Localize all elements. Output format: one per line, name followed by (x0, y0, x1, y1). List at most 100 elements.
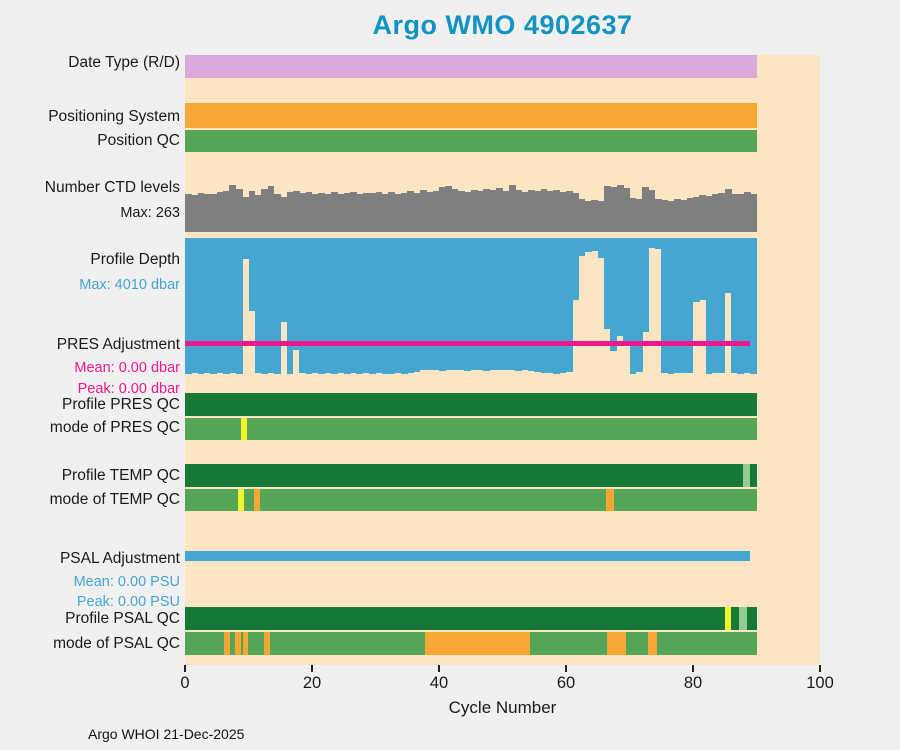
bar-profile_depth (458, 238, 465, 371)
bar-ctd_levels (350, 191, 357, 232)
bar-profile_depth (654, 238, 662, 250)
bar-profile_depth (597, 238, 605, 259)
bar-position_qc (185, 130, 757, 152)
bar-ctd_levels (299, 193, 307, 232)
bar-profile_depth (312, 238, 319, 374)
bar-ctd_levels (515, 189, 522, 232)
bar-ctd_levels (318, 192, 326, 232)
row-label-ctd_levels: Number CTD levels (44, 179, 180, 196)
bar-profile_temp_qc (185, 464, 757, 487)
bar-profile_depth (731, 238, 738, 374)
x-tick-label: 40 (429, 674, 449, 692)
bar-profile_depth (642, 238, 649, 333)
bar-profile_depth (185, 238, 192, 374)
bar-profile_depth (267, 238, 275, 374)
bar-ctd_levels (464, 191, 472, 232)
bar-profile_depth (750, 238, 757, 374)
bar-profile_depth (680, 238, 688, 374)
row-label-ctd_levels-sub1: Max: 263 (120, 205, 180, 221)
row-label-mode_temp_qc: mode of TEMP QC (49, 491, 180, 508)
bar-profile_depth (572, 238, 580, 300)
bar-ctd_levels (477, 190, 484, 232)
bar-ctd_levels (191, 195, 199, 232)
bar-ctd_levels (546, 191, 554, 232)
bar-profile_depth (477, 238, 484, 371)
bar-profile_depth (394, 238, 402, 374)
bar-profile_depth (483, 238, 491, 371)
bar-profile_depth (419, 238, 427, 371)
bar-profile_depth (254, 238, 262, 374)
row-label-profile_depth-sub1: Max: 4010 dbar (79, 277, 180, 293)
bar-ctd_levels (750, 193, 757, 232)
x-tick-mark (184, 665, 186, 672)
bar-profile_depth (362, 238, 370, 373)
bar-profile_depth (585, 238, 592, 252)
bar-profile_depth (553, 238, 561, 374)
bar-ctd_levels (527, 190, 535, 232)
bar-ctd_levels (686, 198, 694, 232)
bar-profile_depth (204, 238, 211, 374)
bar-ctd_levels (419, 190, 427, 232)
bar-profile_depth (261, 238, 268, 374)
bar-ctd_levels (204, 194, 211, 232)
bar-profile_depth (712, 238, 719, 374)
bar-ctd_levels (223, 191, 230, 232)
bar-ctd_levels (235, 189, 243, 232)
bar-profile_depth (559, 238, 567, 374)
bar-profile_depth (724, 238, 732, 293)
row-label-profile_depth: Profile Depth (90, 251, 180, 268)
bar-ctd_levels (623, 188, 630, 232)
x-tick-label: 100 (806, 674, 834, 692)
bar-ctd_levels (699, 194, 707, 232)
row-label-positioning_system: Positioning System (48, 108, 180, 125)
tick-mode_psal_qc (647, 632, 657, 655)
tick-profile_psal_qc (724, 607, 732, 630)
bar-profile_depth (699, 238, 707, 301)
bar-ctd_levels (737, 194, 745, 232)
bar-ctd_levels (248, 190, 256, 232)
bar-ctd_levels (578, 198, 586, 232)
bar-ctd_levels (616, 185, 624, 232)
bar-ctd_levels (356, 194, 364, 232)
bar-ctd_levels (451, 189, 459, 232)
bar-profile_depth (616, 238, 624, 336)
bar-ctd_levels (292, 191, 300, 232)
bar-profile_depth (667, 238, 675, 374)
bar-ctd_levels (407, 190, 414, 232)
bar-ctd_levels (331, 191, 338, 232)
bar-ctd_levels (667, 200, 675, 232)
bar-ctd_levels (597, 201, 605, 232)
bar-profile_pres_qc (185, 393, 757, 416)
bar-profile_depth (527, 238, 535, 372)
bar-ctd_levels (718, 193, 726, 232)
bar-ctd_levels (254, 194, 262, 232)
row-label-pres_adjustment-sub1: Mean: 0.00 dbar (74, 360, 180, 376)
bar-ctd_levels (375, 192, 383, 232)
bar-profile_depth (375, 238, 383, 374)
tick-mode_psal_qc (263, 632, 271, 655)
bar-profile_depth (489, 238, 497, 371)
bar-ctd_levels (585, 200, 592, 232)
bar-ctd_levels (673, 199, 681, 232)
x-tick-label: 0 (180, 674, 190, 692)
line-pres_adjustment (185, 341, 751, 346)
bar-ctd_levels (197, 193, 205, 232)
bar-ctd_levels (559, 191, 567, 232)
bar-profile_depth (635, 238, 643, 372)
bar-ctd_levels (629, 197, 637, 232)
bar-ctd_levels (381, 194, 389, 232)
row-label-profile_psal_qc: Profile PSAL QC (65, 610, 180, 627)
bar-ctd_levels (470, 190, 478, 232)
bar-profile_depth (445, 238, 453, 370)
x-axis-label: Cycle Number (448, 698, 557, 717)
bar-profile_depth (673, 238, 681, 373)
bar-profile_depth (210, 238, 218, 374)
row-label-mode_psal_qc: mode of PSAL QC (53, 635, 180, 652)
bar-profile_depth (629, 238, 637, 374)
bar-profile_depth (534, 238, 541, 373)
bar-ctd_levels (566, 191, 573, 232)
bar-ctd_levels (604, 186, 611, 232)
bar-mode_temp_qc (185, 489, 757, 511)
bar-profile_depth (400, 238, 408, 374)
bar-ctd_levels (712, 193, 719, 232)
